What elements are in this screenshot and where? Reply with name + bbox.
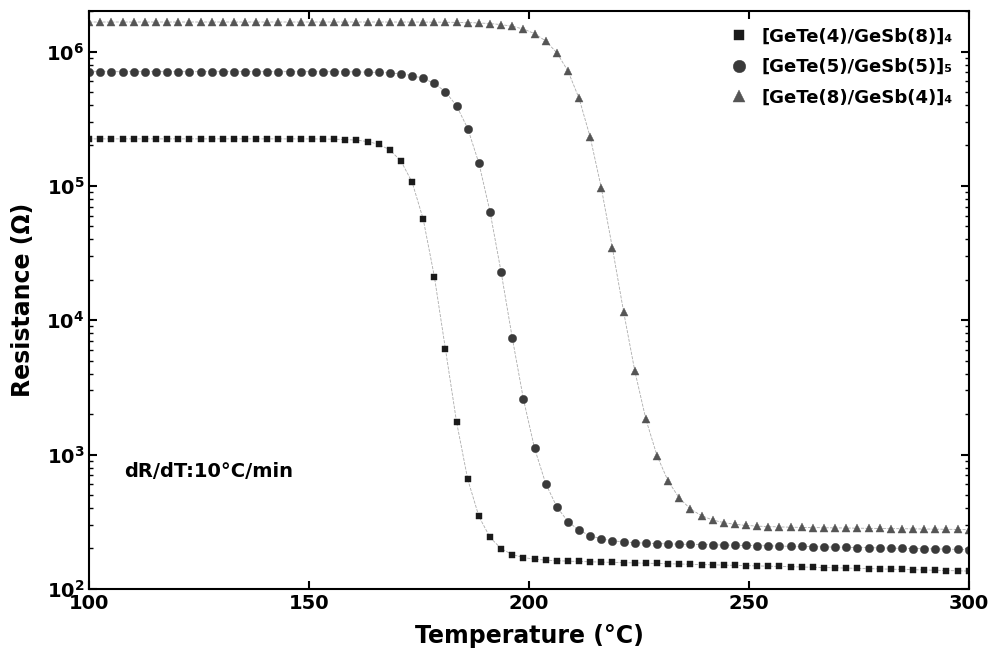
[GeTe(5)/GeSb(5)]₅ [863, 544, 875, 552]
[GeTe(8)/GeSb(4)]₄ [618, 308, 630, 316]
[GeTe(8)/GeSb(4)]₄ [684, 505, 696, 513]
[GeTe(8)/GeSb(4)]₄ [963, 526, 975, 534]
[GeTe(8)/GeSb(4)]₄ [651, 452, 663, 460]
[GeTe(4)/GeSb(8)]₄ [684, 560, 696, 568]
[GeTe(5)/GeSb(5)]₅ [963, 546, 975, 554]
Text: dR/dT:10°C/min: dR/dT:10°C/min [124, 462, 293, 481]
X-axis label: Temperature (°C): Temperature (°C) [415, 624, 643, 648]
Legend: [GeTe(4)/GeSb(8)]₄, [GeTe(5)/GeSb(5)]₅, [GeTe(8)/GeSb(4)]₄: [GeTe(4)/GeSb(8)]₄, [GeTe(5)/GeSb(5)]₅, … [718, 20, 960, 114]
[GeTe(4)/GeSb(8)]₄ [651, 559, 663, 567]
[GeTe(4)/GeSb(8)]₄ [83, 135, 95, 143]
[GeTe(5)/GeSb(5)]₅ [684, 540, 696, 548]
Line: [GeTe(5)/GeSb(5)]₅: [GeTe(5)/GeSb(5)]₅ [85, 67, 973, 554]
[GeTe(5)/GeSb(5)]₅ [618, 538, 630, 546]
[GeTe(5)/GeSb(5)]₅ [473, 159, 485, 167]
[GeTe(4)/GeSb(8)]₄ [606, 558, 618, 566]
[GeTe(4)/GeSb(8)]₄ [863, 565, 875, 573]
[GeTe(5)/GeSb(5)]₅ [651, 540, 663, 548]
[GeTe(4)/GeSb(8)]₄ [963, 567, 975, 575]
[GeTe(8)/GeSb(4)]₄ [83, 18, 95, 26]
[GeTe(5)/GeSb(5)]₅ [606, 537, 618, 545]
Line: [GeTe(8)/GeSb(4)]₄: [GeTe(8)/GeSb(4)]₄ [85, 18, 973, 534]
[GeTe(8)/GeSb(4)]₄ [473, 19, 485, 27]
[GeTe(8)/GeSb(4)]₄ [863, 525, 875, 532]
[GeTe(4)/GeSb(8)]₄ [618, 559, 630, 567]
[GeTe(8)/GeSb(4)]₄ [606, 244, 618, 252]
Y-axis label: Resistance (Ω): Resistance (Ω) [11, 203, 35, 397]
[GeTe(5)/GeSb(5)]₅ [83, 68, 95, 76]
[GeTe(4)/GeSb(8)]₄ [473, 513, 485, 521]
Line: [GeTe(4)/GeSb(8)]₄: [GeTe(4)/GeSb(8)]₄ [86, 136, 972, 574]
